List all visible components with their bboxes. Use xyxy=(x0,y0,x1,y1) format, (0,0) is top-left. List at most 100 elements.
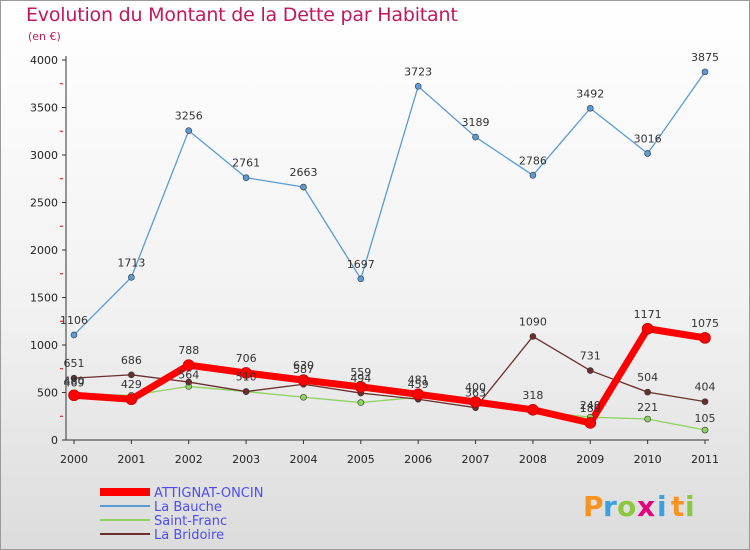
data-point xyxy=(529,333,537,340)
data-label: 494 xyxy=(350,372,371,385)
data-label: 706 xyxy=(236,352,257,365)
data-point xyxy=(699,332,711,344)
data-point xyxy=(641,322,654,335)
data-point xyxy=(357,399,365,406)
data-point xyxy=(644,150,651,157)
data-label: 651 xyxy=(64,357,85,370)
x-tick-label: 2010 xyxy=(634,453,662,466)
data-point xyxy=(701,426,709,434)
data-label: 3189 xyxy=(462,116,490,129)
data-label: 1713 xyxy=(117,256,145,269)
data-point xyxy=(125,393,138,406)
data-label: 788 xyxy=(178,344,199,357)
data-label: 481 xyxy=(408,373,429,386)
y-tick-label: 1000 xyxy=(30,339,58,352)
data-point xyxy=(240,367,252,379)
data-label: 1075 xyxy=(691,317,719,330)
data-label: 1090 xyxy=(519,315,547,328)
series-line-1 xyxy=(73,71,706,336)
x-tick-label: 2000 xyxy=(60,453,88,466)
data-label: 459 xyxy=(408,378,429,391)
y-tick-label: 4000 xyxy=(30,54,58,67)
data-label: 564 xyxy=(178,368,199,381)
data-label: 3256 xyxy=(175,110,203,123)
data-point xyxy=(584,417,597,429)
legend-label: ATTIGNAT-ONCIN xyxy=(154,486,263,501)
data-point xyxy=(586,104,594,112)
data-point xyxy=(300,393,307,401)
x-tick-label: 2007 xyxy=(462,453,490,466)
data-point xyxy=(182,359,195,371)
data-label: 559 xyxy=(350,366,371,379)
data-point xyxy=(644,415,651,423)
legend-label: La Bauche xyxy=(154,500,222,515)
x-tick-label: 2002 xyxy=(175,453,203,466)
data-point xyxy=(128,273,135,281)
y-tick-label: 0 xyxy=(51,434,58,447)
series-line-0 xyxy=(70,325,709,427)
data-label: 2663 xyxy=(289,166,317,179)
legend-label: Saint-Franc xyxy=(154,514,227,529)
y-tick-label: 2000 xyxy=(30,244,58,257)
y-tick-label: 500 xyxy=(37,387,58,400)
chart-title: Evolution du Montant de la Dette par Hab… xyxy=(26,4,458,26)
data-point xyxy=(701,398,709,405)
data-label: 480 xyxy=(64,374,85,387)
data-label: 2761 xyxy=(232,157,260,170)
data-label: 400 xyxy=(465,381,486,394)
data-point xyxy=(586,367,594,374)
y-tick-label: 3500 xyxy=(30,102,58,115)
x-tick-label: 2011 xyxy=(691,453,719,466)
data-point xyxy=(242,174,250,182)
data-point xyxy=(357,275,365,283)
data-label: 469 xyxy=(64,376,85,389)
data-label: 3723 xyxy=(404,65,432,78)
data-label: 3875 xyxy=(691,51,719,64)
data-label: 686 xyxy=(121,354,142,367)
x-tick-label: 2004 xyxy=(289,453,317,466)
data-point xyxy=(128,371,135,379)
legend-label: La Bridoire xyxy=(154,528,224,543)
data-point xyxy=(300,183,307,191)
data-label: 429 xyxy=(121,378,142,391)
data-point xyxy=(469,396,482,408)
x-tick-label: 2008 xyxy=(519,453,547,466)
data-point xyxy=(529,172,537,179)
brand-logo-letter: P xyxy=(583,490,605,523)
data-point xyxy=(297,374,310,386)
data-point xyxy=(242,388,250,395)
y-tick-label: 1500 xyxy=(30,292,58,305)
data-label: 731 xyxy=(580,350,601,363)
data-label: 180 xyxy=(580,402,601,415)
series-line-3 xyxy=(73,335,706,409)
data-point xyxy=(185,378,193,386)
data-point xyxy=(472,133,479,141)
data-label: 1106 xyxy=(60,314,88,327)
x-tick-label: 2003 xyxy=(232,453,260,466)
data-point xyxy=(70,374,78,382)
data-point xyxy=(185,127,193,134)
chart-subtitle: (en €) xyxy=(28,30,61,43)
data-label: 363 xyxy=(465,387,486,400)
brand-logo-letter: o xyxy=(617,490,637,523)
data-label: 630 xyxy=(293,359,314,372)
data-point xyxy=(701,68,709,76)
brand-logo-letter: t xyxy=(671,490,685,523)
data-label: 404 xyxy=(695,381,716,394)
brand-logo-letter: r xyxy=(603,490,618,523)
data-point xyxy=(70,331,78,339)
data-point xyxy=(527,403,539,416)
x-tick-label: 2006 xyxy=(404,453,432,466)
data-point xyxy=(412,388,424,401)
x-tick-label: 2009 xyxy=(576,453,604,466)
series-line-2 xyxy=(73,385,706,431)
x-tick-label: 2005 xyxy=(347,453,375,466)
y-tick-label: 3000 xyxy=(30,149,58,162)
data-label: 2786 xyxy=(519,154,547,167)
y-tick-label: 2500 xyxy=(30,197,58,210)
data-label: 221 xyxy=(637,401,658,414)
data-point xyxy=(355,381,367,393)
data-label: 240 xyxy=(580,399,601,412)
data-label: 318 xyxy=(522,389,543,402)
